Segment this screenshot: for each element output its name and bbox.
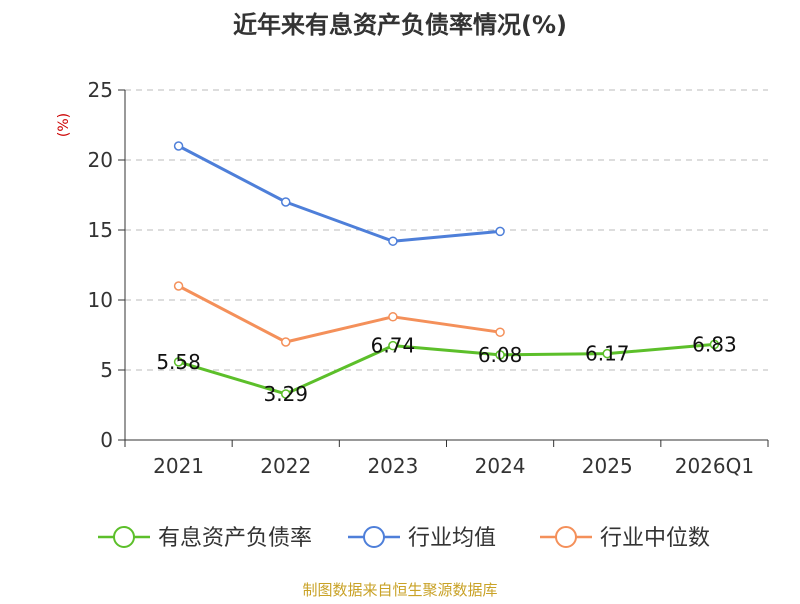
data-label-2021: 5.58: [156, 350, 201, 374]
data-label-2024: 6.08: [478, 343, 523, 367]
series-0-point-2021: [173, 357, 184, 367]
data-label-2026Q1: 6.83: [692, 332, 737, 356]
series-0-point-2023: [388, 340, 398, 351]
legend-marker-2: [555, 526, 577, 548]
series-1-point-2024: [495, 226, 505, 237]
y-tick-label-0: 0: [100, 428, 113, 452]
series-2-point-2022: [281, 337, 291, 347]
x-tick-label-2024: 2024: [475, 454, 526, 478]
x-tick-label-2026Q1: 2026Q1: [675, 454, 754, 478]
series-0-point-2022: [281, 389, 291, 399]
series-lines: [173, 141, 720, 399]
x-tick-label-2025: 2025: [582, 454, 633, 478]
x-tick-label-2022: 2022: [260, 454, 311, 478]
series-1-point-2023: [388, 236, 398, 246]
legend[interactable]: 有息资产负债率 行业均值 行业中位数: [98, 526, 710, 551]
data-label-2023: 6.74: [371, 334, 416, 358]
series-2-point-2021: [173, 281, 184, 291]
legend-item-0[interactable]: 有息资产负债率: [98, 526, 312, 551]
y-tick-label-5: 5: [100, 358, 113, 382]
legend-label-1: 行业均值: [408, 526, 496, 551]
y-tick-label-20: 20: [88, 148, 113, 172]
legend-label-2: 行业中位数: [600, 526, 710, 551]
chart-title: 近年来有息资产负债率情况(%): [233, 11, 567, 39]
series-2-point-2023: [388, 312, 398, 322]
source-note: 制图数据来自恒生聚源数据库: [302, 581, 497, 599]
data-label-2022: 3.29: [263, 382, 308, 406]
y-tick-label-10: 10: [88, 288, 113, 312]
series-0-point-2026Q1: [709, 339, 720, 350]
data-label-2025: 6.17: [585, 342, 630, 366]
x-tick-label-2023: 2023: [367, 454, 418, 478]
series-0-point-2024: [495, 350, 505, 360]
series-1-point-2022: [281, 197, 291, 207]
series-1-point-2021: [173, 141, 184, 151]
series-line-0: [178, 342, 715, 396]
y-tick-label-15: 15: [88, 218, 113, 242]
legend-marker-1: [363, 526, 385, 548]
y-axis-unit-label: (%): [56, 113, 72, 137]
series-0-point-2025: [602, 348, 612, 359]
x-tick-label-2021: 2021: [153, 454, 204, 478]
legend-label-0: 有息资产负债率: [158, 526, 312, 551]
data-labels: 5.58 3.29 6.74 6.08 6.17 6.83: [156, 332, 736, 406]
series-line-2: [177, 284, 501, 344]
grid-lines: [125, 89, 768, 371]
series-2-point-2024: [495, 327, 505, 337]
series-line-1: [177, 144, 501, 243]
y-tick-label-25: 25: [88, 78, 113, 102]
legend-item-1[interactable]: 行业均值: [348, 526, 496, 551]
legend-marker-0: [113, 526, 135, 548]
legend-item-2[interactable]: 行业中位数: [540, 526, 710, 551]
